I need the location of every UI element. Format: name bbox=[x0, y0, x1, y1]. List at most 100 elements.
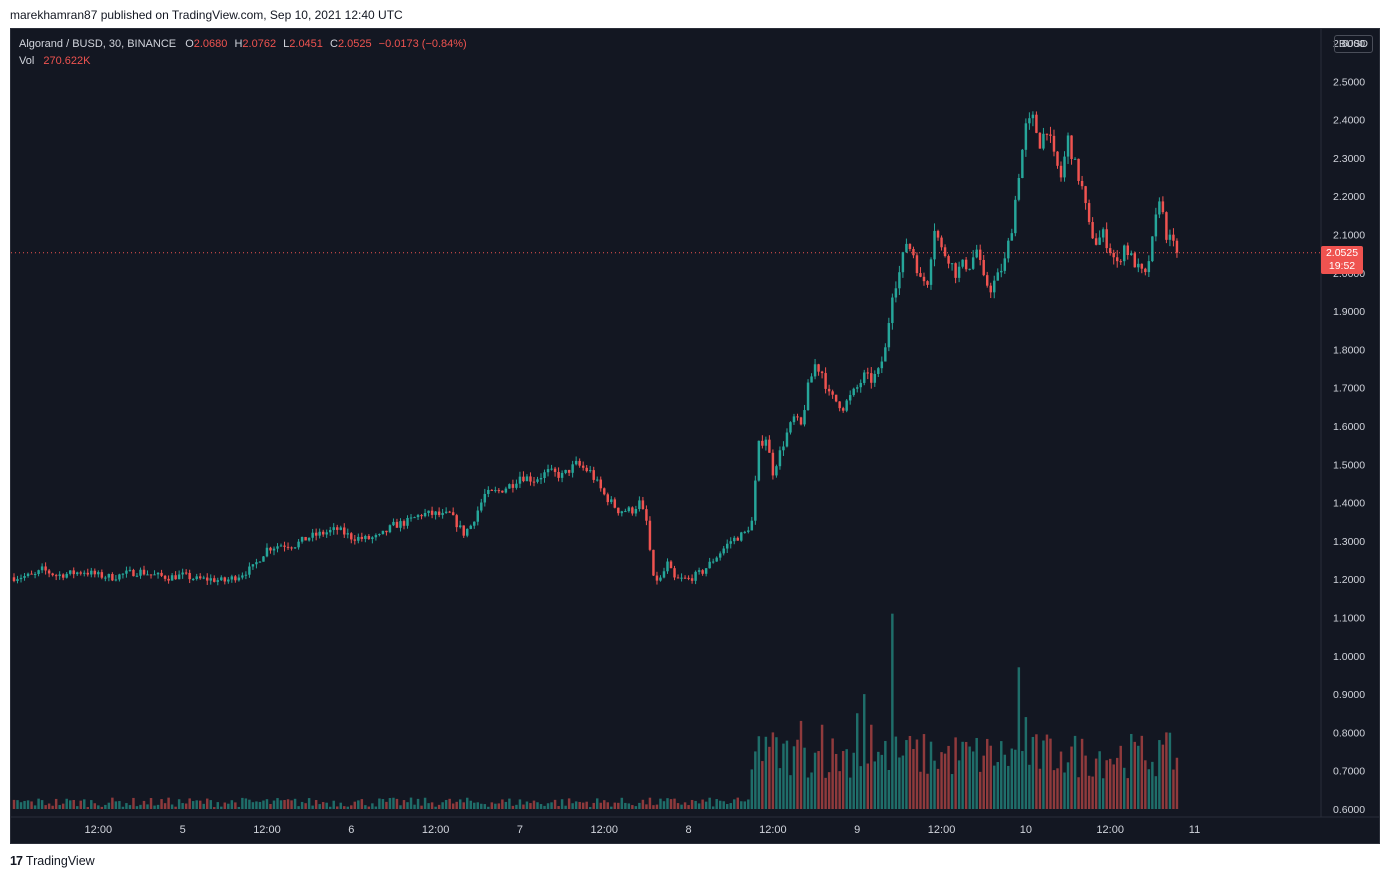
candle-body bbox=[297, 541, 300, 548]
candle-body bbox=[508, 484, 511, 489]
bar-countdown: 19:52 bbox=[1328, 259, 1356, 272]
volume-bar bbox=[97, 805, 100, 809]
candle-body bbox=[466, 528, 469, 536]
tradingview-logo[interactable]: 17 TradingView bbox=[10, 852, 95, 870]
volume-bar bbox=[1038, 768, 1042, 809]
volume-bar bbox=[599, 802, 602, 809]
volume-bar bbox=[824, 777, 827, 809]
volume-bar bbox=[276, 798, 279, 809]
candle-body bbox=[891, 297, 894, 324]
volume-bar bbox=[234, 802, 237, 809]
volume-bar bbox=[841, 751, 845, 809]
candle-body bbox=[72, 570, 75, 575]
candle-body bbox=[546, 469, 550, 473]
candle-body bbox=[806, 382, 810, 411]
candle-body bbox=[863, 372, 866, 383]
chart-frame[interactable]: 2.6000 2.5000 2.4000 2.3000 2.2000 2.1000 2.00… bbox=[10, 28, 1380, 844]
candle-body bbox=[1098, 237, 1101, 245]
volume-bar bbox=[908, 735, 912, 809]
candle-body bbox=[19, 577, 23, 580]
volume-bar bbox=[346, 806, 350, 809]
candle-body bbox=[627, 507, 631, 512]
candle-body bbox=[339, 527, 342, 530]
volume-bar bbox=[191, 801, 195, 809]
candle-body bbox=[350, 533, 353, 540]
volume-bar bbox=[736, 797, 739, 809]
volume-bar bbox=[831, 738, 834, 809]
candle-body bbox=[1119, 261, 1122, 263]
volume-bar bbox=[631, 805, 634, 809]
time-tick-label: 8 bbox=[686, 824, 692, 836]
volume-bar bbox=[283, 799, 286, 809]
volume-bar bbox=[567, 798, 571, 809]
candle-body bbox=[817, 364, 820, 372]
candle-body bbox=[174, 575, 177, 580]
candle-body bbox=[603, 488, 606, 495]
time-axis[interactable]: 12:00 5 12:00 6 12:00 7 12:00 8 12:00 9 12:00 10 12:… bbox=[11, 816, 1379, 836]
candle-body bbox=[26, 573, 30, 577]
legend-volume-value: 270.622K bbox=[43, 55, 91, 67]
candle-body bbox=[905, 243, 908, 253]
currency-badge[interactable]: BUSD bbox=[1333, 35, 1373, 53]
candle-body bbox=[1105, 229, 1108, 249]
volume-bar bbox=[1024, 717, 1028, 809]
candle-body bbox=[599, 479, 602, 489]
candle-body bbox=[522, 476, 525, 482]
candle-body bbox=[371, 537, 374, 540]
price-tick-label: 1.0000 bbox=[1333, 651, 1365, 663]
candle-body bbox=[142, 569, 146, 575]
candle-body bbox=[985, 275, 989, 286]
candle-body bbox=[743, 531, 747, 533]
volume-bar bbox=[877, 751, 880, 809]
candle-body bbox=[592, 470, 595, 480]
volume-bar bbox=[690, 799, 694, 809]
candle-body bbox=[690, 578, 694, 581]
volume-bar bbox=[522, 804, 525, 809]
candle-body bbox=[666, 561, 669, 572]
volume-bar bbox=[1154, 776, 1158, 809]
price-tick-label: 2.1000 bbox=[1333, 230, 1365, 242]
candle-body bbox=[915, 255, 919, 274]
candle-body bbox=[694, 571, 697, 581]
volume-bar bbox=[314, 800, 318, 809]
candle-body bbox=[258, 561, 262, 563]
candle-body bbox=[1045, 133, 1049, 135]
volume-bar bbox=[1080, 738, 1084, 809]
price-axis[interactable]: 2.60002.50002.40002.30002.20002.10002.00… bbox=[1320, 29, 1365, 817]
candlestick-chart[interactable]: 2.60002.50002.40002.30002.20002.10002.00… bbox=[11, 29, 1379, 843]
candle-body bbox=[135, 575, 139, 577]
candle-body bbox=[1007, 240, 1010, 259]
candle-body bbox=[423, 513, 427, 517]
volume-bar bbox=[775, 737, 778, 809]
candle-body bbox=[416, 515, 420, 518]
volume-bar bbox=[1091, 776, 1094, 809]
volume-bar bbox=[423, 797, 427, 809]
volume-bar bbox=[262, 800, 265, 809]
volume-bar bbox=[662, 801, 666, 809]
candle-body bbox=[1172, 234, 1175, 241]
volume-bar bbox=[915, 739, 919, 809]
candle-body bbox=[641, 500, 645, 510]
candle-body bbox=[437, 511, 441, 516]
candle-body bbox=[968, 268, 971, 270]
candle-body bbox=[824, 373, 827, 389]
candle-body bbox=[86, 572, 90, 575]
candle-body bbox=[532, 481, 536, 483]
candle-body bbox=[624, 511, 627, 513]
candle-body bbox=[388, 525, 392, 533]
candle-body bbox=[51, 573, 54, 576]
candle-body bbox=[1094, 238, 1098, 245]
candle-body bbox=[1024, 123, 1028, 150]
legend-low-label: L bbox=[283, 38, 290, 50]
volume-bar bbox=[350, 805, 353, 809]
volume-bar bbox=[1007, 765, 1010, 809]
legend-close-value: 2.0525 bbox=[337, 38, 372, 50]
candle-body bbox=[385, 530, 388, 533]
last-price-value: 2.0525 bbox=[1325, 246, 1359, 259]
volume-bar bbox=[244, 798, 248, 809]
candle-body bbox=[971, 257, 975, 269]
volume-bar bbox=[466, 797, 469, 809]
candle-body bbox=[1144, 268, 1147, 273]
candle-body bbox=[1087, 203, 1091, 223]
price-tick-label: 1.2000 bbox=[1333, 574, 1365, 586]
